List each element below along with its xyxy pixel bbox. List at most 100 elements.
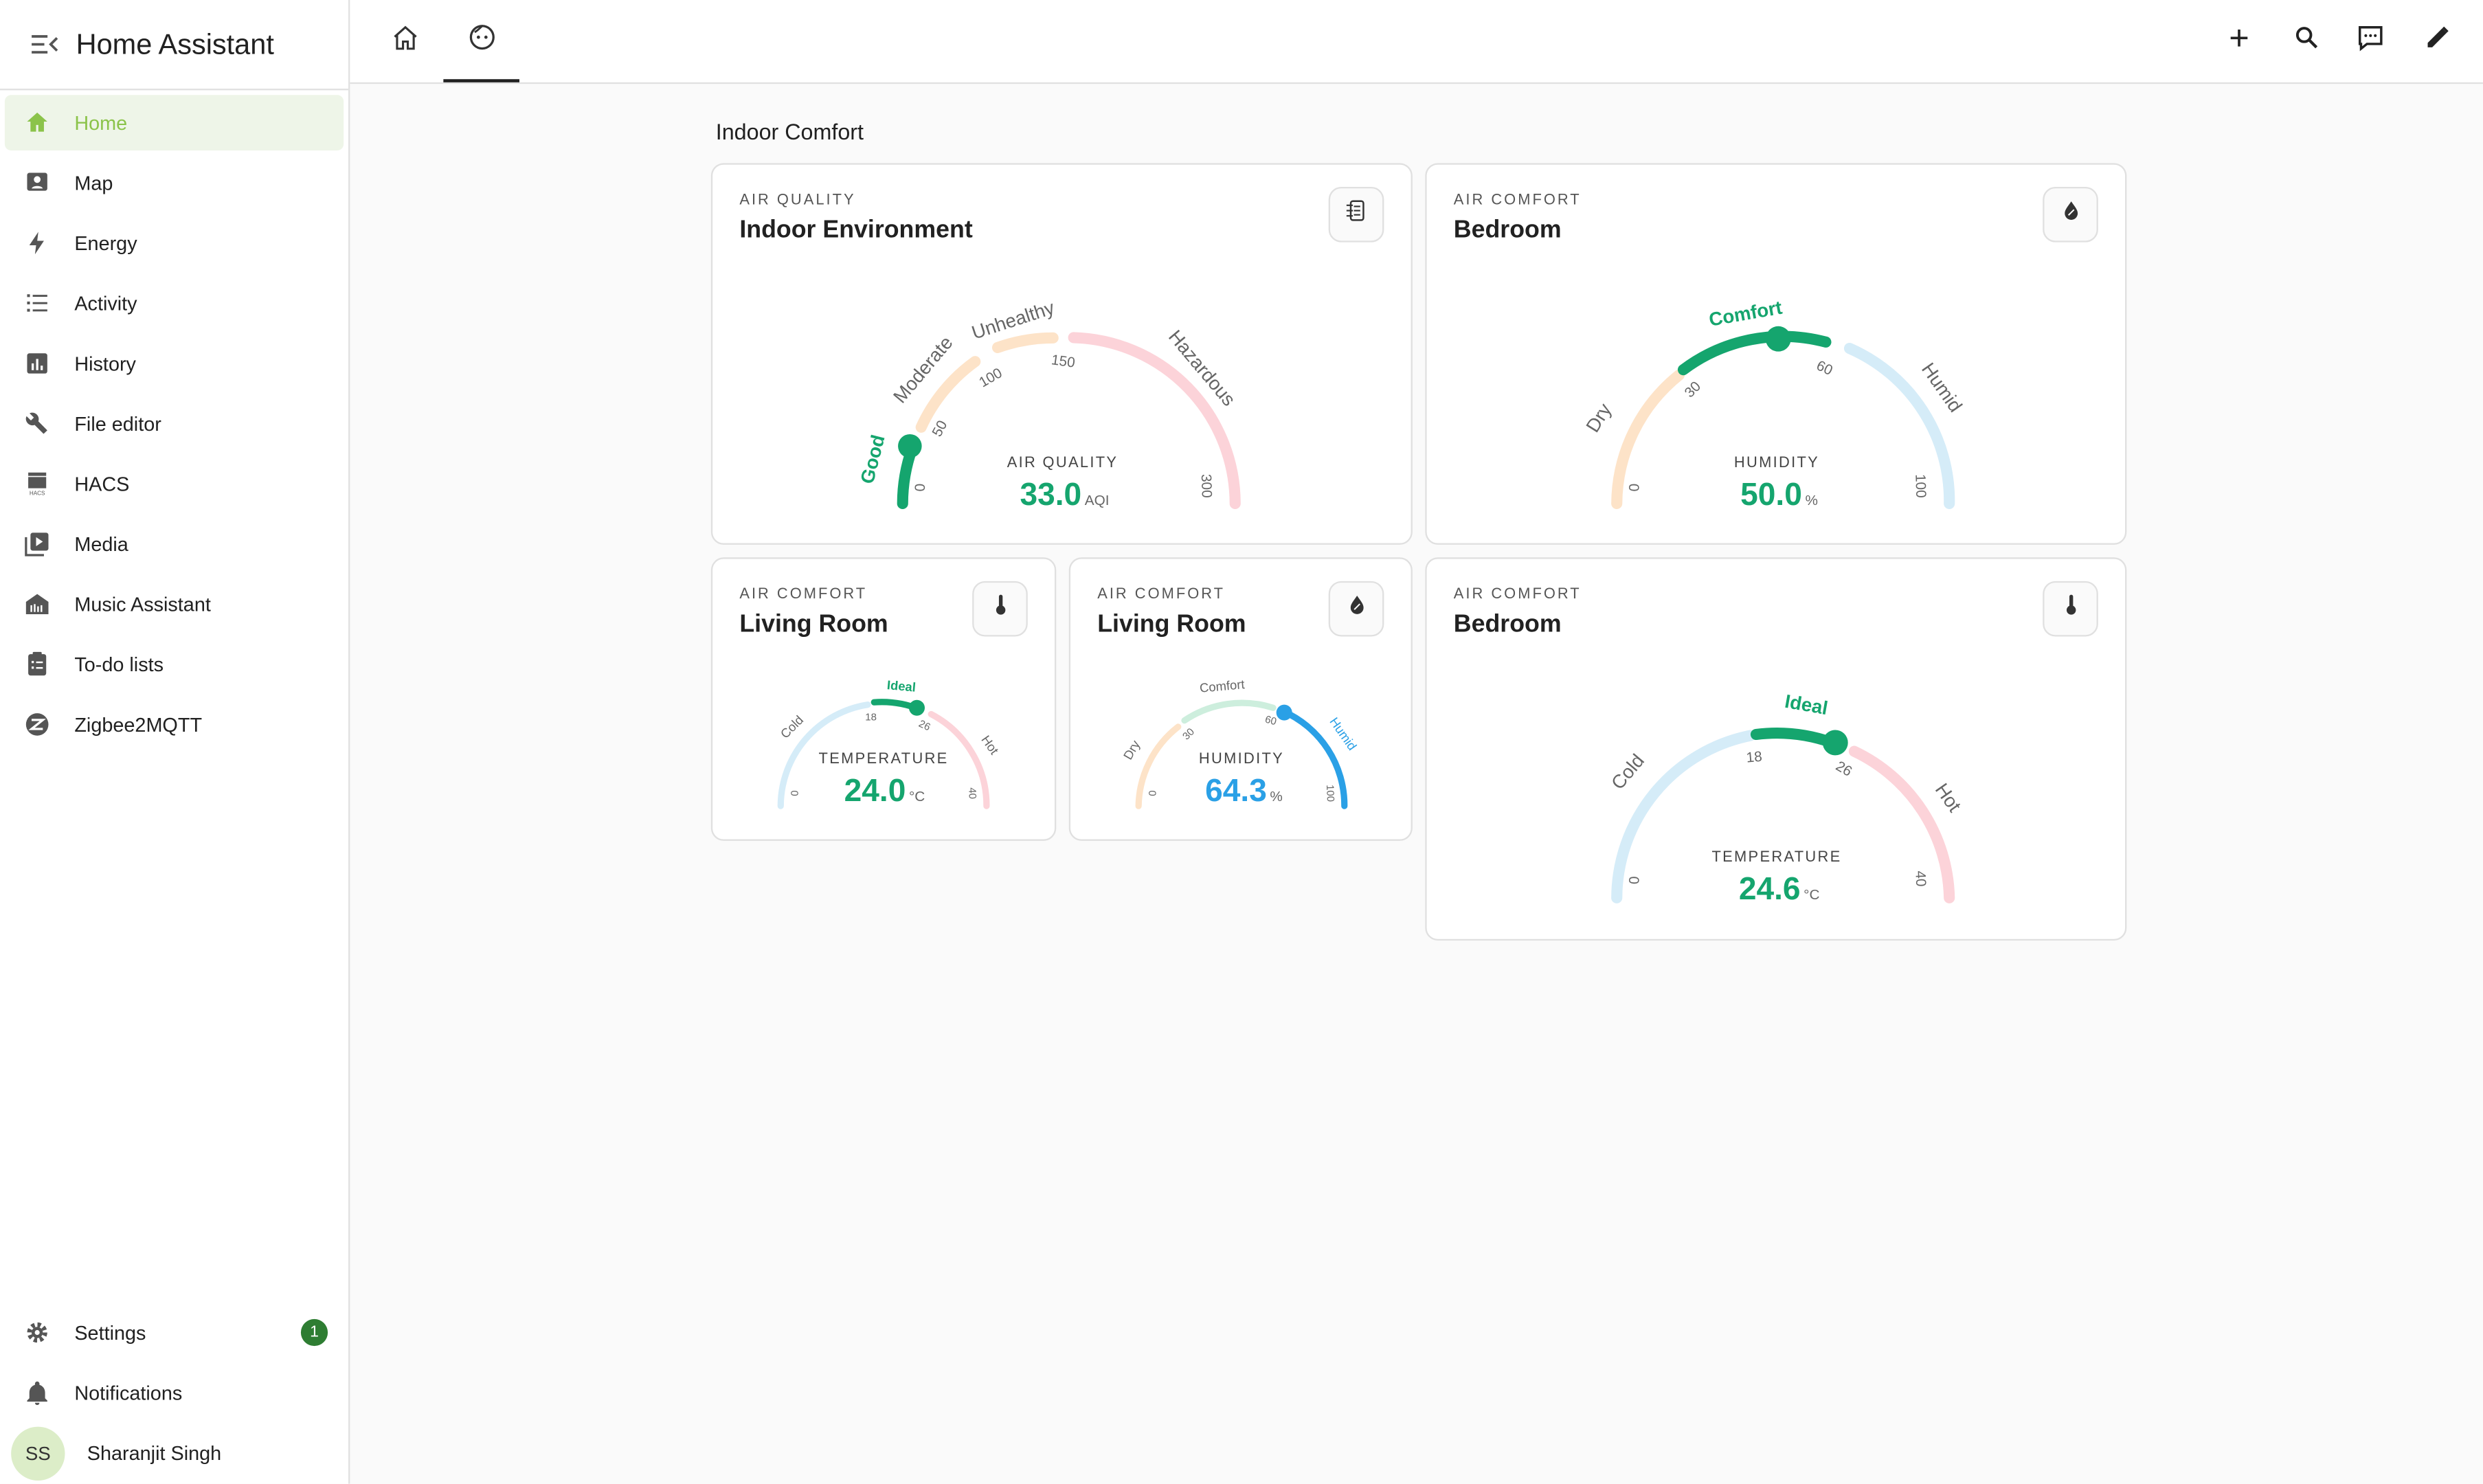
living-room-humidity-card[interactable]: AIR COMFORT Living Room Dry Comfort Humi… — [1068, 557, 1413, 841]
sidebar-item-label: Home — [74, 111, 128, 134]
air-quality-card[interactable]: AIR QUALITY Indoor Environment Good Mode… — [710, 163, 1413, 545]
tab-indoor-comfort[interactable] — [443, 0, 519, 82]
band-label-comfort: Comfort — [1199, 677, 1245, 695]
gauge-value: 33.0 — [1020, 476, 1081, 512]
tick-label: 30 — [1682, 379, 1705, 401]
sidebar-item-map[interactable]: Map — [5, 155, 344, 211]
sidebar-item-label: History — [74, 352, 136, 375]
card-kicker: AIR COMFORT — [1453, 585, 1582, 604]
gauge-unit: % — [1270, 789, 1282, 805]
gauge-unit: °C — [1804, 887, 1819, 903]
gauge-needle-dot — [1276, 704, 1292, 721]
temperature-button[interactable] — [972, 581, 1028, 637]
band-label-dry: Dry — [1121, 737, 1143, 762]
humidity-gauge: Dry Comfort Humid 0 30 60 100 HUMIDITY 5… — [1582, 297, 1966, 513]
sidebar-item-history[interactable]: History — [5, 336, 344, 392]
bedroom-temperature-card[interactable]: AIR COMFORT Bedroom Cold Ideal Hot 0 18 … — [1425, 557, 2127, 941]
settings-badge: 1 — [300, 1318, 328, 1347]
svg-text:HACS: HACS — [29, 490, 45, 496]
gauge-needle-dot — [898, 434, 922, 458]
tick-label: 50 — [929, 418, 950, 439]
temperature-button[interactable] — [2043, 581, 2098, 637]
gauge-value: 50.0 — [1740, 476, 1802, 512]
gauge-value: 24.6 — [1739, 870, 1801, 906]
gauge-band-ideal — [1750, 728, 1838, 749]
tab-home[interactable] — [368, 0, 444, 82]
section-title: Indoor Comfort — [715, 118, 864, 144]
sidebar-item-zigbee2mqtt[interactable]: Zigbee2MQTT — [5, 697, 344, 752]
search-button[interactable] — [2284, 19, 2328, 64]
sidebar-item-hacs[interactable]: HACS HACS — [5, 456, 344, 512]
sidebar-item-media[interactable]: Media — [5, 516, 344, 572]
card-kicker: AIR COMFORT — [1097, 585, 1226, 604]
card-kicker: AIR COMFORT — [1453, 191, 1582, 210]
tick-label: 18 — [865, 712, 877, 723]
gauge-label: AIR QUALITY — [1007, 453, 1119, 471]
edit-button[interactable] — [2415, 19, 2460, 64]
comment-icon — [2357, 23, 2385, 59]
tick-label: 0 — [912, 483, 928, 491]
sidebar: Home Assistant Home Map Energy Activity … — [0, 0, 350, 1484]
gauge-band-cold — [777, 701, 871, 809]
sidebar-item-activity[interactable]: Activity — [5, 276, 344, 331]
tick-label: 300 — [1198, 474, 1215, 498]
band-label-ideal: Ideal — [886, 677, 917, 695]
thermometer-icon — [989, 594, 1011, 624]
gear-icon — [5, 1319, 68, 1346]
band-label-cold: Cold — [778, 712, 807, 741]
thermometer-icon — [2059, 594, 2081, 624]
tick-label: 0 — [1147, 790, 1158, 796]
tick-label: 18 — [1746, 749, 1763, 766]
sidebar-item-todo[interactable]: To-do lists — [5, 637, 344, 693]
tick-label: 0 — [1626, 876, 1642, 884]
sidebar-item-user[interactable]: SS Sharanjit Singh — [11, 1425, 350, 1481]
sidebar-item-notifications[interactable]: Notifications — [5, 1365, 344, 1421]
gauge-label: HUMIDITY — [1734, 453, 1819, 471]
sidebar-item-music-assistant[interactable]: Music Assistant — [5, 576, 344, 632]
humidity-gauge: Dry Comfort Humid 0 30 60 100 HUMIDITY 6… — [1121, 677, 1360, 809]
card-kicker: AIR QUALITY — [739, 191, 856, 210]
home-icon — [5, 109, 68, 136]
hacs-icon: HACS — [5, 471, 68, 497]
menu-collapse-icon[interactable] — [0, 33, 89, 55]
gauge-band-hot — [928, 710, 990, 809]
living-room-temperature-card[interactable]: AIR COMFORT Living Room Cold Ideal Hot 0… — [710, 557, 1057, 841]
map-icon — [5, 170, 68, 196]
tick-label: 60 — [1814, 357, 1835, 379]
tick-label: 0 — [789, 790, 800, 796]
sidebar-item-label: Map — [74, 172, 113, 194]
sidebar-item-settings[interactable]: Settings 1 — [5, 1305, 344, 1360]
gauge-value: 64.3 — [1205, 772, 1267, 808]
gauge-unit: % — [1805, 493, 1817, 508]
humidity-button[interactable] — [1328, 581, 1384, 637]
app-title: Home Assistant — [76, 27, 274, 60]
band-label-ideal: Ideal — [1783, 690, 1829, 719]
sidebar-item-label: File editor — [74, 412, 161, 435]
gauge-unit: AQI — [1085, 493, 1110, 508]
water-percent-icon — [1345, 594, 1367, 624]
humidity-button[interactable] — [2043, 186, 2098, 243]
tick-label: 30 — [1180, 726, 1197, 743]
sidebar-item-label: To-do lists — [74, 653, 164, 675]
face-icon — [467, 22, 497, 60]
card-kicker: AIR COMFORT — [739, 585, 868, 604]
music-assistant-icon — [5, 591, 68, 618]
sidebar-item-label: Media — [74, 532, 128, 555]
bedroom-humidity-card[interactable]: AIR COMFORT Bedroom Dry Comfort Humid 0 … — [1425, 163, 2127, 545]
band-label-comfort: Comfort — [1707, 297, 1784, 330]
sidebar-item-file-editor[interactable]: File editor — [5, 396, 344, 451]
aqi-gauge: Good Moderate Unhealthy Hazardous 0 50 1… — [856, 297, 1241, 512]
sidebar-item-label: HACS — [74, 472, 130, 495]
temperature-gauge: Cold Ideal Hot 0 18 26 40 TEMPERATURE 24… — [777, 677, 1002, 809]
gauge-unit: °C — [909, 789, 925, 805]
sidebar-item-label: Music Assistant — [74, 593, 211, 616]
tick-label: 150 — [1050, 352, 1076, 371]
assist-button[interactable] — [2348, 19, 2393, 64]
sidebar-item-home[interactable]: Home — [4, 95, 344, 150]
sidebar-item-label: Zigbee2MQTT — [74, 713, 203, 736]
add-button[interactable] — [2217, 19, 2262, 64]
sidebar-item-label: Settings — [74, 1321, 146, 1344]
gauge-band-humid — [1843, 342, 1955, 509]
air-filter-button[interactable] — [1328, 186, 1384, 243]
sidebar-item-energy[interactable]: Energy — [5, 215, 344, 271]
